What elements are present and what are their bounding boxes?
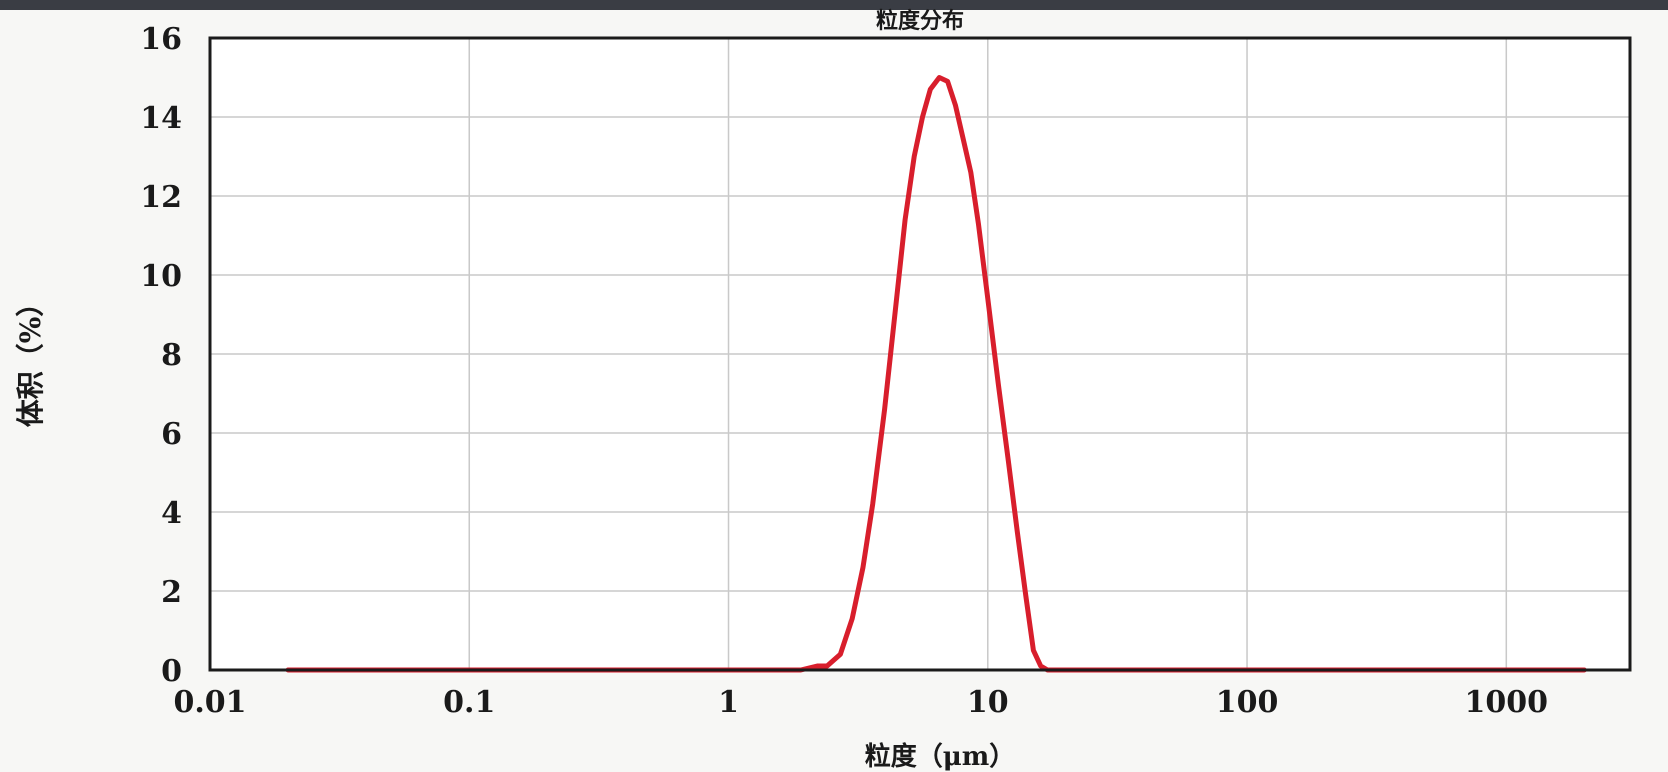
y-tick-label: 6 [161, 417, 182, 452]
y-tick-label: 0 [161, 654, 182, 689]
y-tick-label: 14 [140, 101, 182, 136]
chart-title: 粒度分布 [876, 8, 964, 34]
y-tick-label: 10 [140, 259, 182, 294]
y-tick-label: 4 [161, 496, 182, 531]
grid [210, 38, 1630, 670]
x-tick-label: 1000 [1465, 685, 1549, 720]
y-tick-label: 8 [161, 338, 182, 373]
y-tick-label: 16 [140, 22, 182, 57]
x-tick-label: 1 [718, 685, 739, 720]
x-axis-title: 粒度（μm） [865, 741, 1016, 772]
plot-frame [208, 36, 1632, 672]
tick-labels: 0.01 0.1 1 10 100 1000 0 2 4 6 8 10 12 14 16 [140, 22, 1548, 720]
x-tick-label: 10 [967, 685, 1009, 720]
y-tick-label: 2 [161, 575, 182, 610]
y-axis-title: 体积（%） [14, 289, 47, 428]
header-strip [0, 0, 1668, 10]
x-tick-label: 0.1 [443, 685, 495, 720]
y-tick-label: 12 [140, 180, 182, 215]
x-tick-label: 100 [1216, 685, 1279, 720]
x-tick-label: 0.01 [173, 685, 246, 720]
